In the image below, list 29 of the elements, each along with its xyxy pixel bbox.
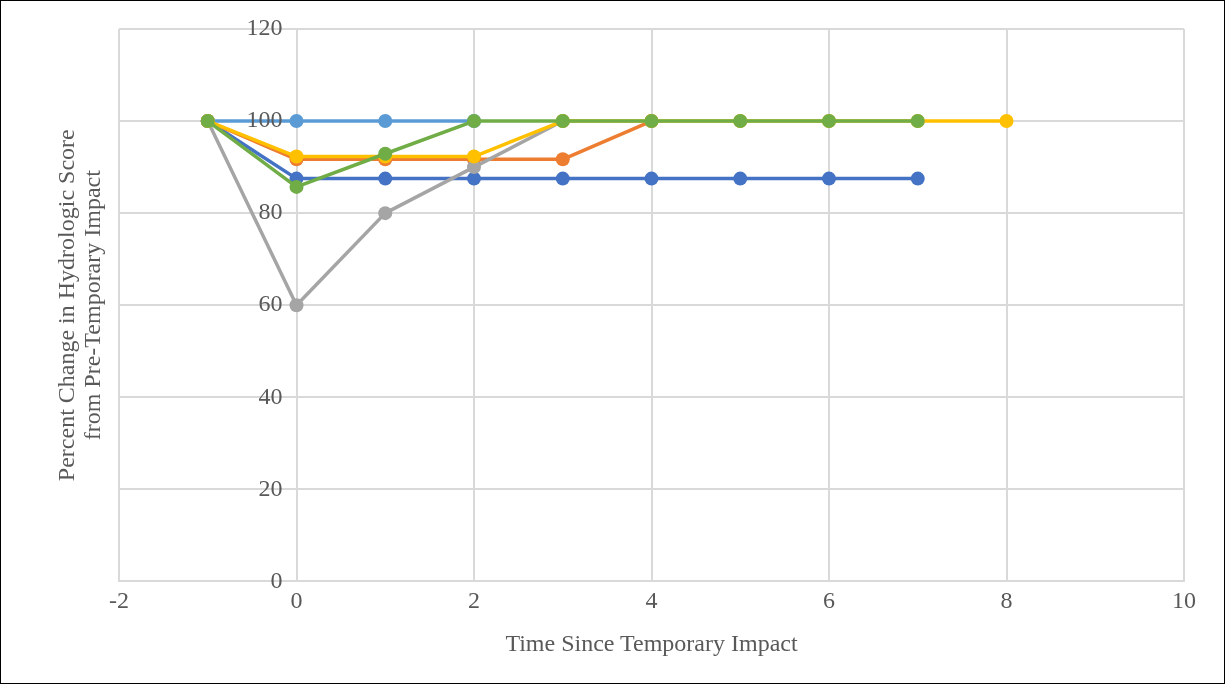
point xyxy=(467,171,481,186)
y-tick-label: 80 xyxy=(258,198,283,225)
point xyxy=(644,171,659,186)
x-tick-label: 0 xyxy=(290,587,303,614)
y-tick-label: 60 xyxy=(258,290,283,317)
point xyxy=(378,171,393,186)
x-tick-label: 8 xyxy=(1000,587,1013,614)
point xyxy=(289,298,304,313)
point xyxy=(378,206,393,221)
point xyxy=(289,114,304,129)
point xyxy=(555,152,570,167)
y-tick-label: 120 xyxy=(246,14,283,41)
x-tick-label: -2 xyxy=(109,587,129,614)
y-tick-label: 0 xyxy=(270,566,283,593)
point xyxy=(733,171,748,186)
point xyxy=(822,171,836,186)
x-tick-label: 6 xyxy=(823,587,835,614)
point xyxy=(289,179,304,194)
point xyxy=(910,171,925,186)
x-tick-label: 4 xyxy=(645,587,658,614)
point xyxy=(999,114,1014,129)
x-axis-title: Time Since Temporary Impact xyxy=(505,629,798,656)
x-tick-label: 2 xyxy=(468,587,480,614)
y-axis-title: Percent Change in Hydrologic Score from Pre-Temporary Impact xyxy=(53,129,106,482)
y-tick-label: 40 xyxy=(258,382,283,409)
y-tick-label: 20 xyxy=(258,474,283,501)
x-tick-label: 10 xyxy=(1172,587,1196,614)
point xyxy=(555,171,570,186)
point xyxy=(378,114,393,129)
